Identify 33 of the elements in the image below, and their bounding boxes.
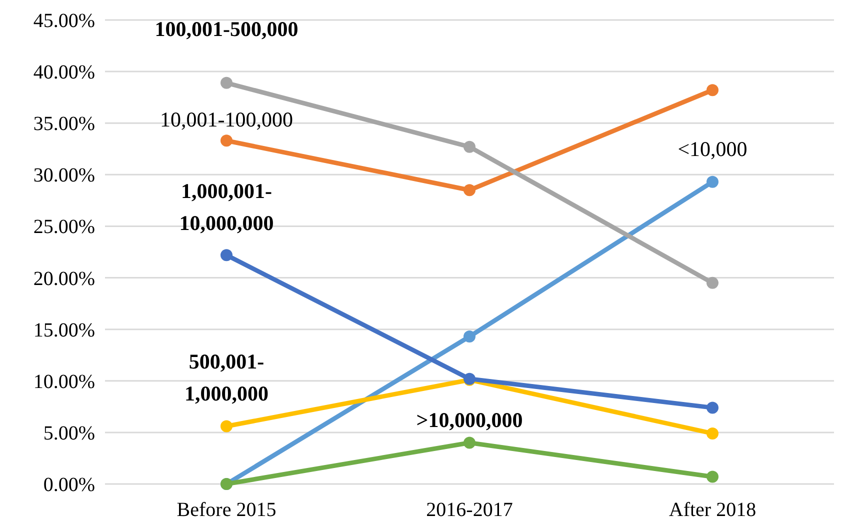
y-tick-label: 15.00% bbox=[33, 319, 95, 342]
point bbox=[706, 402, 718, 414]
y-tick-label: 35.00% bbox=[33, 113, 95, 136]
y-tick-label: 20.00% bbox=[33, 268, 95, 290]
point bbox=[464, 436, 476, 449]
text: 100,001-500,000 bbox=[154, 16, 298, 41]
y-tick-label: 40.00% bbox=[33, 62, 95, 84]
point bbox=[464, 184, 476, 196]
series-label: <10,000 bbox=[678, 136, 748, 161]
x-tick-label: 2016-2017 bbox=[426, 499, 513, 521]
point bbox=[464, 140, 476, 153]
point bbox=[706, 276, 718, 289]
y-tick-label: 5.00% bbox=[43, 422, 95, 444]
y-tick-label: 0.00% bbox=[43, 474, 95, 496]
y-tick-label: 25.00% bbox=[33, 216, 95, 238]
point bbox=[220, 76, 232, 89]
point bbox=[220, 420, 232, 432]
series-label: 500,001-1,000,000 bbox=[184, 349, 268, 406]
point bbox=[706, 470, 718, 483]
point bbox=[706, 427, 718, 440]
series-label: >10,000,000 bbox=[416, 408, 523, 432]
y-tick-label: 10.00% bbox=[33, 370, 95, 393]
point bbox=[220, 134, 232, 147]
x-tick-label: After 2018 bbox=[668, 499, 756, 521]
point bbox=[706, 84, 718, 96]
y-tick-label: 45.00% bbox=[33, 10, 95, 32]
y-tick-label: 30.00% bbox=[33, 164, 95, 187]
x-tick-label: Before 2015 bbox=[176, 499, 276, 521]
series-label: 1,000,001-10,000,000 bbox=[179, 179, 274, 236]
point bbox=[220, 249, 232, 262]
point bbox=[464, 330, 476, 343]
point bbox=[706, 176, 718, 188]
series-label: 10,001-100,000 bbox=[160, 108, 293, 132]
